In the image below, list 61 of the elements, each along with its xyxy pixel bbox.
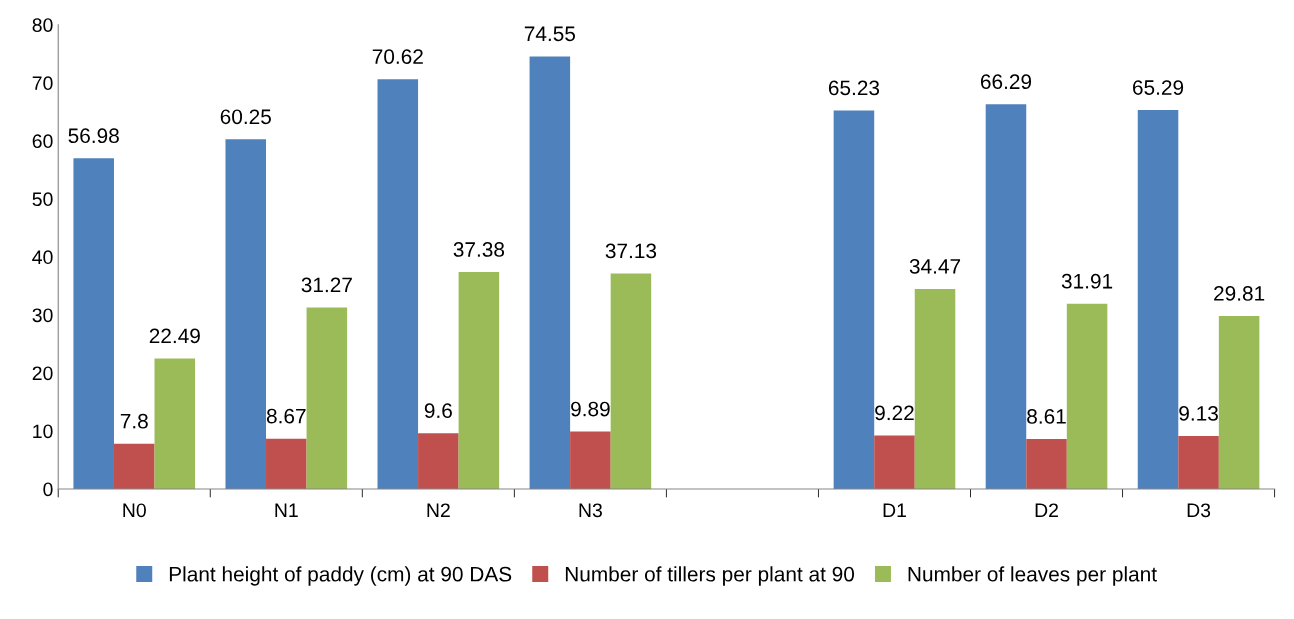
data-label: 31.27 [301, 277, 352, 293]
data-label: 56.98 [68, 128, 119, 144]
bar [418, 433, 459, 490]
bar [73, 158, 114, 490]
x-tick-label: D2 [1035, 503, 1058, 517]
bar [833, 110, 875, 490]
x-tick-label: D3 [1187, 503, 1211, 518]
data-label: 65.23 [828, 80, 880, 96]
x-tick-label: D1 [883, 503, 906, 517]
data-label: 66.29 [980, 74, 1032, 90]
data-label: 9.6 [424, 403, 452, 419]
y-tick-label: 50 [32, 192, 53, 207]
x-tick-label: N0 [123, 503, 146, 518]
bar [458, 272, 500, 490]
y-tick-label: 0 [43, 482, 53, 497]
legend-label: Number of leaves per plant [908, 566, 1157, 586]
bar [1218, 316, 1260, 490]
y-tick-label: 30 [32, 308, 53, 323]
data-label: 9.13 [1179, 406, 1218, 421]
data-label: 34.47 [909, 258, 961, 274]
bar [570, 431, 611, 490]
bar [610, 273, 652, 490]
bar [1178, 436, 1219, 490]
y-tick-label: 60 [32, 134, 53, 149]
data-label: 74.55 [524, 26, 576, 42]
bar [266, 438, 307, 490]
bar [1026, 439, 1067, 490]
bar [1137, 110, 1179, 490]
x-tick-label: N3 [579, 503, 602, 518]
legend-label: Number of tillers per plant at 90 [565, 566, 855, 586]
data-label: 22.49 [149, 328, 200, 344]
data-label: 65.29 [1133, 80, 1184, 95]
bar [306, 307, 348, 490]
x-tick-label: N1 [275, 503, 298, 517]
y-tick-label: 10 [33, 424, 53, 439]
data-label: 9.22 [875, 405, 914, 421]
data-label: 37.38 [453, 242, 505, 257]
data-label: 37.13 [605, 243, 657, 259]
y-tick-label: 40 [32, 250, 53, 265]
y-tick-label: 80 [32, 18, 53, 32]
bar [1066, 303, 1108, 490]
legend-label: Plant height of paddy (cm) at 90 DAS [169, 566, 512, 586]
y-tick-label: 20 [32, 366, 53, 381]
bar [113, 443, 155, 490]
data-label: 7.8 [120, 413, 148, 429]
data-label: 60.25 [220, 109, 271, 125]
data-label: 8.67 [266, 408, 306, 424]
bar [874, 435, 915, 490]
data-label: 70.62 [372, 49, 423, 64]
data-label: 29.81 [1214, 286, 1265, 301]
data-label: 31.91 [1061, 273, 1113, 289]
x-tick-label: N2 [427, 503, 450, 517]
data-label: 8.61 [1027, 409, 1066, 424]
bar [154, 358, 196, 490]
y-tick-label: 70 [32, 76, 53, 91]
bar [225, 139, 267, 490]
bar [377, 79, 419, 490]
bar [529, 56, 571, 490]
bar [985, 104, 1027, 490]
bar [914, 288, 956, 490]
data-label: 9.89 [571, 401, 610, 417]
